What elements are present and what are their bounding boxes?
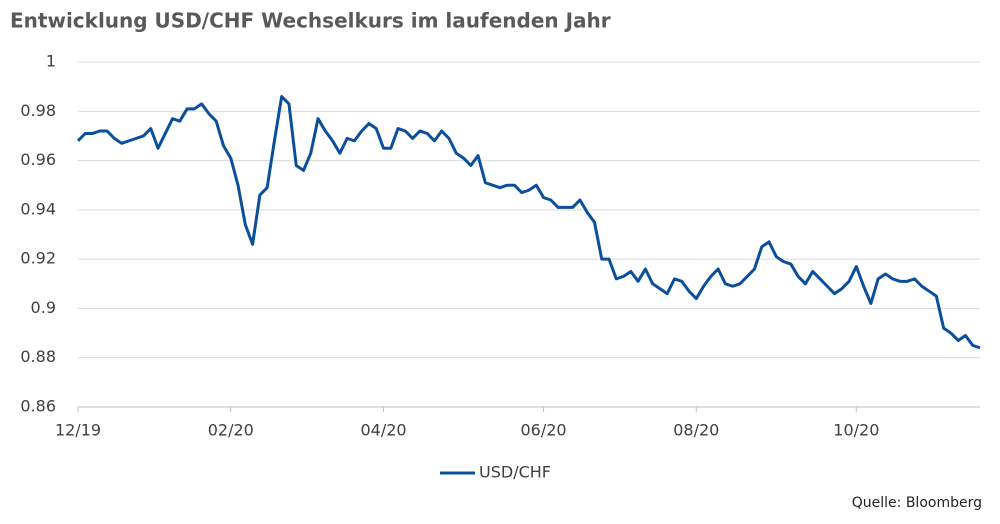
y-tick-label: 0.9: [31, 298, 56, 317]
x-tick-label: 02/20: [208, 421, 254, 440]
source: Quelle: Bloomberg: [852, 495, 982, 511]
y-tick-label: 0.92: [20, 249, 56, 268]
x-tick-label: 12/19: [55, 421, 101, 440]
x-tick-label: 04/20: [360, 421, 406, 440]
x-tick-label: 10/20: [833, 421, 879, 440]
y-tick-label: 0.96: [20, 150, 56, 169]
y-tick-label: 0.86: [20, 397, 56, 416]
y-tick-label: 1: [46, 52, 56, 71]
y-tick-label: 0.94: [20, 199, 56, 218]
line-series: [76, 95, 981, 350]
legend-label: USD/CHF: [479, 463, 551, 482]
x-tick-label: 06/20: [520, 421, 566, 440]
y-tick-label: 0.88: [20, 347, 56, 366]
chart-title: Entwicklung USD/CHF Wechselkurs im laufe…: [10, 9, 611, 33]
x-tick-label: 08/20: [673, 421, 719, 440]
y-tick-label: 0.98: [20, 101, 56, 120]
